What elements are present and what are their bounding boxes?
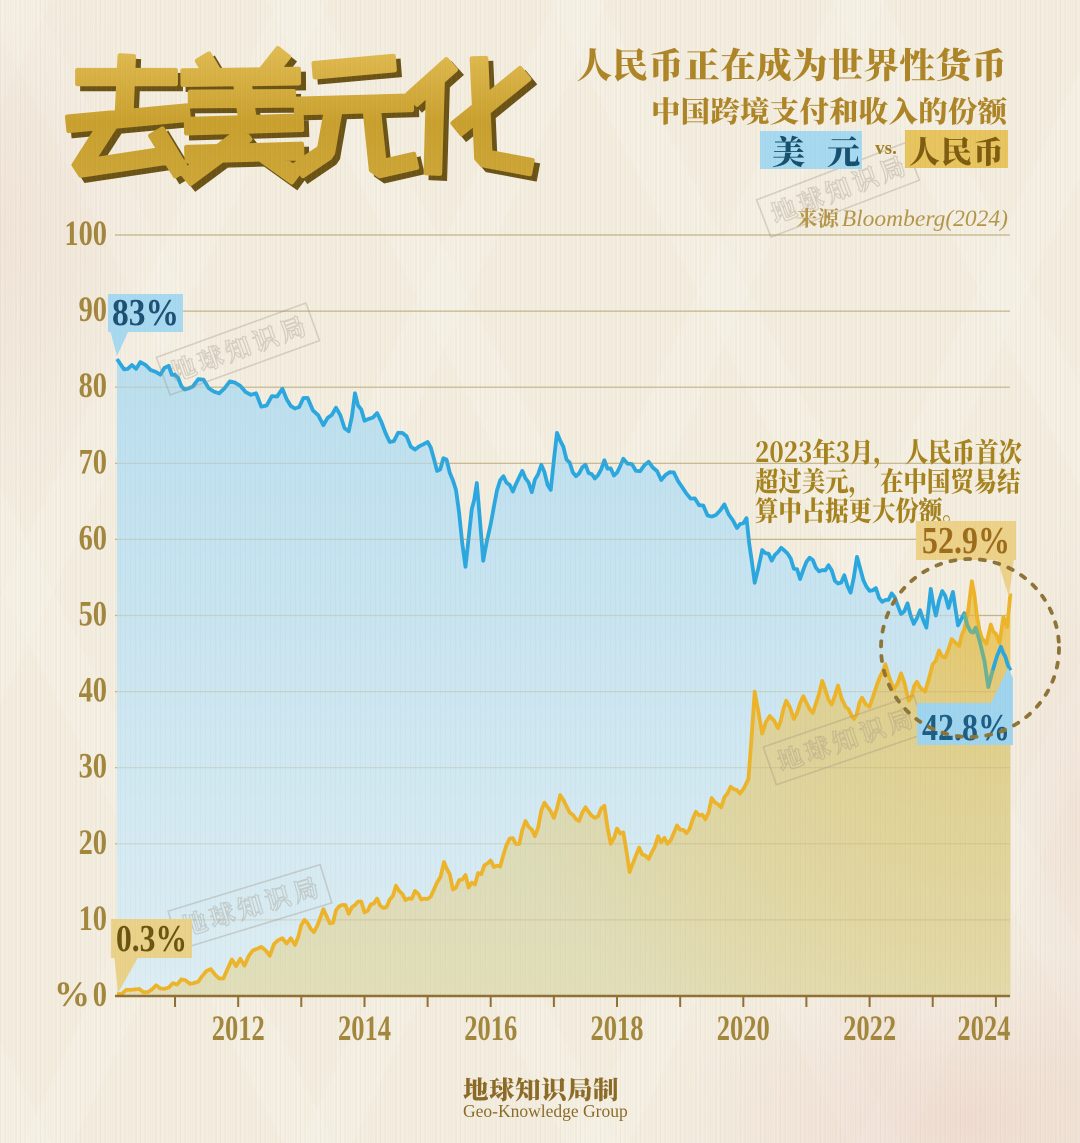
svg-text:2018: 2018 [591, 1008, 644, 1048]
svg-text:70: 70 [79, 441, 107, 481]
svg-text:2012: 2012 [212, 1008, 265, 1048]
svg-text:60: 60 [79, 517, 107, 557]
svg-text:50: 50 [79, 594, 107, 634]
svg-text:20: 20 [79, 822, 107, 862]
svg-text:: Bloomberg(2024): : Bloomberg(2024) [822, 206, 1008, 232]
svg-text:0: 0 [93, 974, 107, 1014]
svg-text:100: 100 [64, 213, 107, 253]
svg-text:90: 90 [79, 289, 107, 329]
svg-text:10: 10 [79, 898, 107, 938]
svg-text:Geo-Knowledge Group: Geo-Knowledge Group [463, 1101, 628, 1121]
svg-text:30: 30 [79, 746, 107, 786]
svg-text:%: % [54, 974, 90, 1014]
svg-text:2016: 2016 [464, 1008, 517, 1048]
svg-text:vs.: vs. [875, 138, 897, 159]
svg-text:2024: 2024 [957, 1008, 1010, 1048]
svg-text:80: 80 [79, 365, 107, 405]
svg-text:83%: 83% [112, 292, 179, 334]
svg-text:2020: 2020 [717, 1008, 770, 1048]
svg-text:40: 40 [79, 670, 107, 710]
svg-text:2014: 2014 [338, 1008, 391, 1048]
svg-text:0.3%: 0.3% [116, 918, 187, 960]
svg-text:42.8%: 42.8% [922, 707, 1010, 749]
svg-text:52.9%: 52.9% [922, 520, 1010, 562]
svg-text:2022: 2022 [843, 1008, 896, 1048]
